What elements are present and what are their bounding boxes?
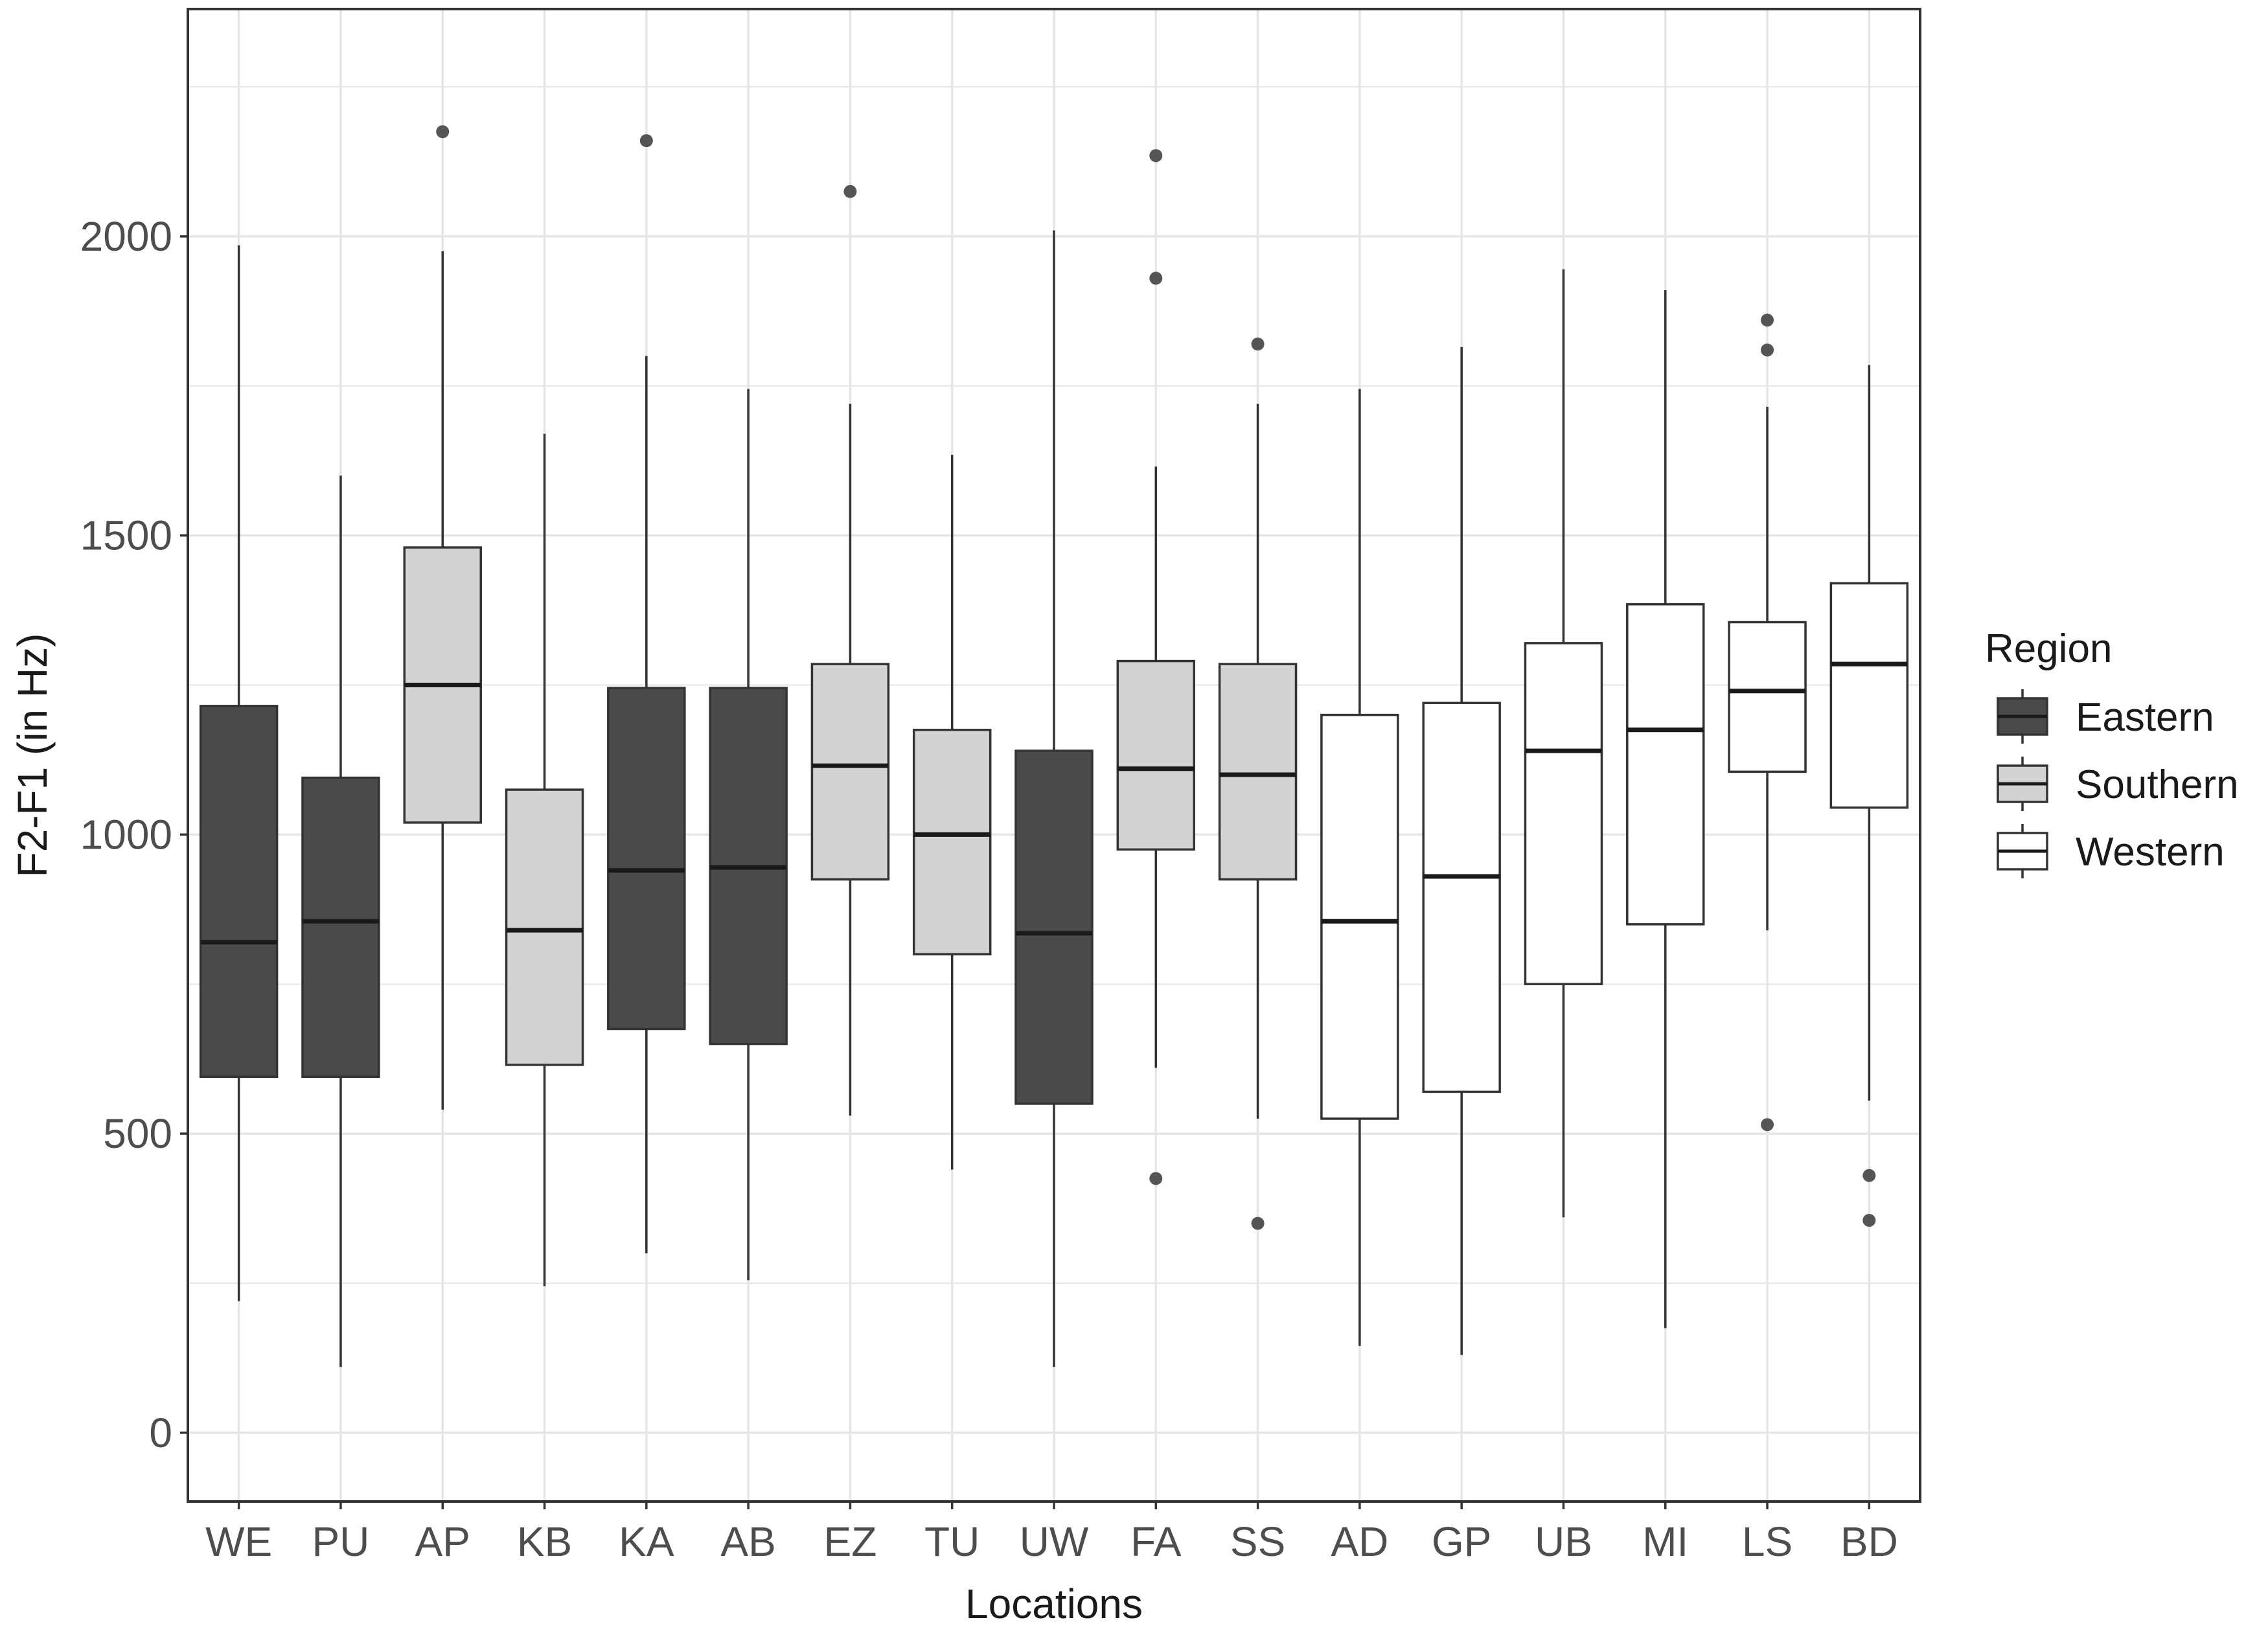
outlier-point	[1862, 1213, 1876, 1227]
x-tick-label: KA	[619, 1518, 674, 1565]
box-group-ub	[1524, 269, 1603, 1218]
box-group-fa	[1116, 149, 1196, 1185]
box-iqr	[1422, 702, 1501, 1093]
box-group-gp	[1422, 347, 1501, 1355]
x-tick-label: AP	[415, 1518, 470, 1565]
outlier-point	[1761, 314, 1774, 327]
box-group-ad	[1320, 389, 1399, 1346]
box-group-we	[199, 245, 279, 1301]
outlier-point	[1251, 337, 1265, 351]
box-iqr	[1728, 621, 1807, 773]
box-iqr	[1014, 749, 1094, 1105]
box-iqr	[1829, 582, 1909, 809]
outlier-point	[436, 125, 450, 139]
legend-entry-eastern: Eastern	[1997, 689, 2214, 744]
x-tick-label: AB	[720, 1518, 775, 1565]
x-tick-label: FA	[1130, 1518, 1182, 1565]
x-axis-title: Locations	[965, 1581, 1143, 1627]
box-iqr	[607, 687, 686, 1031]
box-group-ls	[1728, 314, 1807, 1132]
box-iqr	[912, 729, 992, 955]
legend: Region Eastern Southern Western	[1985, 626, 2239, 878]
outlier-point	[1251, 1216, 1265, 1230]
box-iqr	[301, 776, 380, 1079]
x-tick-label: TU	[924, 1518, 979, 1565]
y-tick-label: 500	[103, 1110, 172, 1157]
y-tick-label: 1500	[80, 512, 172, 559]
box-group-bd	[1829, 365, 1909, 1227]
box-group-ez	[810, 185, 890, 1116]
box-group-tu	[912, 454, 992, 1170]
box-group-mi	[1626, 290, 1705, 1329]
box-iqr	[199, 705, 279, 1079]
outlier-point	[1149, 1172, 1163, 1185]
x-tick-label: PU	[312, 1518, 369, 1565]
legend-title: Region	[1985, 626, 2112, 671]
legend-entry-western: Western	[1997, 824, 2225, 878]
legend-label: Southern	[2076, 762, 2239, 807]
legend-label: Eastern	[2076, 695, 2214, 740]
x-tick-label: MI	[1642, 1518, 1688, 1565]
y-tick-label: 0	[149, 1410, 172, 1456]
x-tick-label: GP	[1432, 1518, 1491, 1565]
box-iqr	[1626, 603, 1705, 926]
box-group-kb	[505, 433, 584, 1286]
x-tick-label: BD	[1840, 1518, 1898, 1565]
legend-entry-southern: Southern	[1997, 757, 2239, 811]
x-tick-label: SS	[1230, 1518, 1285, 1565]
box-iqr	[1320, 713, 1399, 1120]
box-group-uw	[1014, 230, 1094, 1367]
legend-entries: Eastern Southern Western	[1997, 689, 2239, 878]
box-iqr	[810, 663, 890, 881]
box-group-ab	[709, 389, 788, 1281]
outlier-point	[1149, 149, 1163, 163]
x-tick-label: LS	[1742, 1518, 1793, 1565]
outlier-point	[1761, 343, 1774, 357]
x-tick-label: EZ	[824, 1518, 877, 1565]
x-tick-label: WE	[205, 1518, 272, 1565]
box-iqr	[505, 788, 584, 1066]
y-tick-label: 2000	[80, 213, 172, 260]
box-iqr	[1524, 642, 1603, 985]
outlier-point	[639, 134, 653, 148]
outlier-point	[1862, 1169, 1876, 1182]
box-group-ap	[403, 125, 482, 1110]
x-tick-label: UB	[1535, 1518, 1592, 1565]
x-tick-label: AD	[1331, 1518, 1388, 1565]
legend-label: Western	[2076, 830, 2225, 874]
box-group-ka	[607, 134, 686, 1253]
box-layer	[199, 125, 1909, 1367]
x-tick-label: KB	[517, 1518, 572, 1565]
box-group-ss	[1218, 337, 1298, 1230]
outlier-point	[1149, 271, 1163, 285]
x-tick-label: UW	[1020, 1518, 1089, 1565]
axis-layer: 0 500 1000 1500 2000 WE PU AP KB KA AB EZ TU UW FA SS AD…	[80, 213, 1898, 1565]
y-axis-title: F2-F1 (in Hz)	[9, 634, 56, 878]
box-iqr	[1116, 659, 1196, 851]
box-iqr	[1218, 663, 1298, 881]
outlier-point	[1761, 1118, 1774, 1132]
y-tick-label: 1000	[80, 811, 172, 858]
box-group-pu	[301, 475, 380, 1367]
outlier-point	[843, 185, 857, 198]
